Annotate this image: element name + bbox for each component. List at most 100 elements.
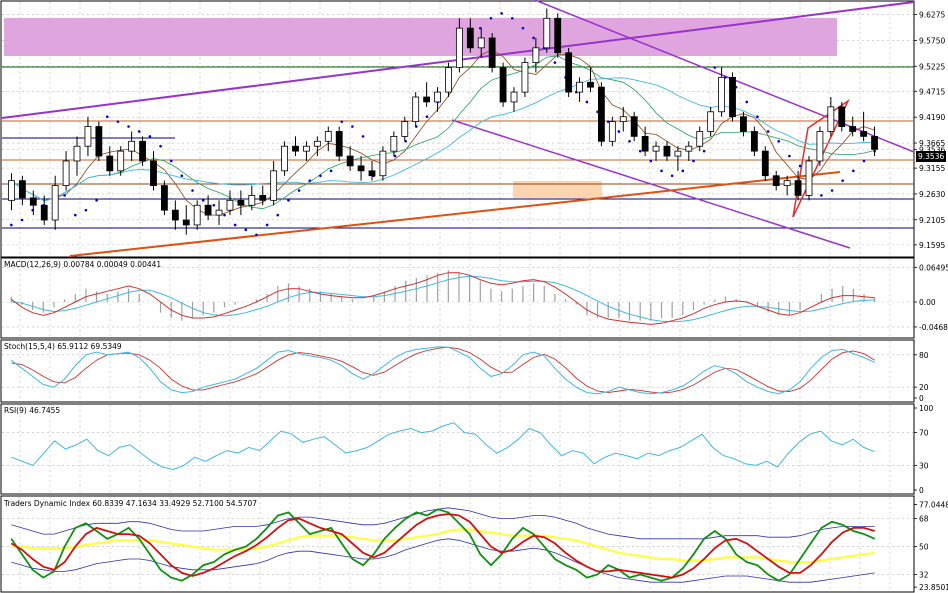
last-price-tag: 9.3536 bbox=[916, 151, 946, 162]
candle-body bbox=[237, 199, 245, 206]
candle-body bbox=[40, 204, 48, 221]
candle-body bbox=[313, 140, 321, 147]
psar-dot bbox=[191, 189, 194, 192]
candle-body bbox=[674, 150, 682, 157]
macd-axis: 0.06495 0.00 -0.0468 bbox=[914, 263, 948, 332]
psar-dot bbox=[137, 130, 141, 133]
psar-dot bbox=[649, 159, 653, 163]
axis-tick-label: 9.3155 bbox=[919, 164, 945, 173]
rsi-line bbox=[11, 422, 875, 471]
candle-body bbox=[18, 180, 26, 199]
psar-dot bbox=[20, 218, 24, 222]
rsi-panel[interactable]: RSI(9) 46.7455 100 70 30 0 bbox=[0, 403, 934, 495]
psar-dot bbox=[702, 149, 706, 153]
psar-dot bbox=[265, 223, 269, 227]
candle-body bbox=[532, 47, 540, 63]
candle-body bbox=[84, 126, 92, 147]
tdi-label: Traders Dynamic Index 60.8339 47.1634 33… bbox=[3, 499, 257, 508]
orange-support-zone[interactable] bbox=[513, 181, 602, 198]
psar-dot bbox=[798, 164, 802, 168]
psar-dot bbox=[329, 169, 333, 173]
candle-body bbox=[576, 81, 583, 93]
macd-panel[interactable]: MACD(12,26,9) 0.00784 0.00049 0.00441 0.… bbox=[0, 257, 948, 339]
candle-body bbox=[587, 81, 594, 88]
candle-body bbox=[434, 91, 441, 103]
tdi-trade-signal-line bbox=[10, 513, 875, 579]
candle-body bbox=[543, 17, 551, 49]
psar-dot bbox=[606, 120, 610, 123]
rsi-label: RSI(9) 46.7455 bbox=[4, 406, 60, 415]
candle-body bbox=[423, 96, 431, 103]
axis-tick-label: 68 bbox=[919, 515, 929, 524]
candle-body bbox=[346, 155, 354, 167]
purple-resistance-zone[interactable] bbox=[4, 18, 837, 56]
psar-dot bbox=[510, 17, 514, 20]
candle-body bbox=[73, 145, 81, 162]
psar-dot bbox=[777, 140, 781, 143]
stochastic-panel[interactable]: Stoch(15,5,4) 65.9112 69.5349 80 20 0 bbox=[0, 339, 929, 403]
psar-dot bbox=[148, 135, 152, 138]
psar-dot bbox=[532, 36, 535, 40]
psar-dot bbox=[223, 213, 226, 217]
axis-tick-label: 9.1595 bbox=[919, 241, 945, 250]
macd-histogram bbox=[10, 270, 876, 321]
candle-body bbox=[696, 131, 704, 147]
axis-tick-label: 30 bbox=[919, 461, 929, 470]
psar-dot bbox=[745, 100, 749, 104]
psar-dot bbox=[73, 213, 77, 217]
stochastic-axis: 80 20 0 bbox=[914, 351, 929, 403]
candle-body bbox=[521, 62, 529, 93]
candle-body bbox=[565, 52, 573, 93]
axis-tick-label: 20 bbox=[919, 383, 929, 392]
candle-body bbox=[270, 170, 278, 201]
price-panel[interactable]: 9.62759.57509.52259.47159.41909.36659.35… bbox=[0, 0, 946, 258]
candle-body bbox=[106, 155, 114, 172]
psar-dot bbox=[830, 189, 834, 192]
candle-body bbox=[761, 150, 769, 177]
candle-body bbox=[499, 67, 507, 103]
orange-trendline[interactable] bbox=[69, 171, 841, 257]
axis-tick-label: 0 bbox=[919, 394, 924, 403]
candlesticks bbox=[8, 8, 878, 235]
candle-body bbox=[8, 180, 15, 201]
candle-body bbox=[685, 145, 693, 152]
axis-tick-label: 77.0448 bbox=[919, 501, 948, 510]
purple-channel-line-lower[interactable] bbox=[451, 119, 851, 249]
candle-body bbox=[150, 160, 157, 186]
candle-body bbox=[29, 197, 37, 206]
candle-body bbox=[292, 145, 299, 152]
candle-body bbox=[871, 135, 878, 150]
axis-tick-label: 9.5750 bbox=[919, 36, 945, 45]
candle-body bbox=[718, 76, 725, 113]
axis-tick-label: 0.00 bbox=[919, 298, 936, 307]
candle-body bbox=[641, 135, 649, 152]
psar-dot bbox=[255, 233, 258, 237]
tdi-panel[interactable]: Traders Dynamic Index 60.8339 47.1634 33… bbox=[0, 495, 948, 593]
psar-dot bbox=[169, 159, 173, 163]
candle-body bbox=[139, 140, 146, 162]
psar-dot bbox=[116, 120, 120, 123]
rsi-axis: 100 70 30 0 bbox=[914, 404, 934, 495]
psar-dot bbox=[660, 169, 663, 173]
candle-body bbox=[466, 27, 474, 49]
candle-body bbox=[740, 116, 747, 132]
candle-body bbox=[303, 145, 310, 152]
candle-body bbox=[281, 145, 288, 172]
psar-dot bbox=[393, 154, 397, 158]
candle-body bbox=[248, 195, 256, 206]
stoch-k-line bbox=[10, 346, 875, 395]
candle-body bbox=[849, 126, 857, 132]
axis-tick-label: 50 bbox=[919, 543, 929, 552]
psar-dot bbox=[127, 125, 130, 128]
axis-tick-label: 80 bbox=[919, 351, 929, 360]
candle-body bbox=[335, 131, 343, 157]
candle-body bbox=[729, 76, 736, 118]
psar-dot bbox=[297, 189, 301, 192]
candle-body bbox=[401, 121, 409, 137]
candle-body bbox=[324, 131, 332, 142]
psar-dot bbox=[670, 174, 674, 178]
rsi-grid bbox=[2, 405, 913, 493]
axis-tick-label: 9.3665 bbox=[919, 139, 945, 148]
axis-tick-label: 23.8501 bbox=[919, 583, 948, 592]
